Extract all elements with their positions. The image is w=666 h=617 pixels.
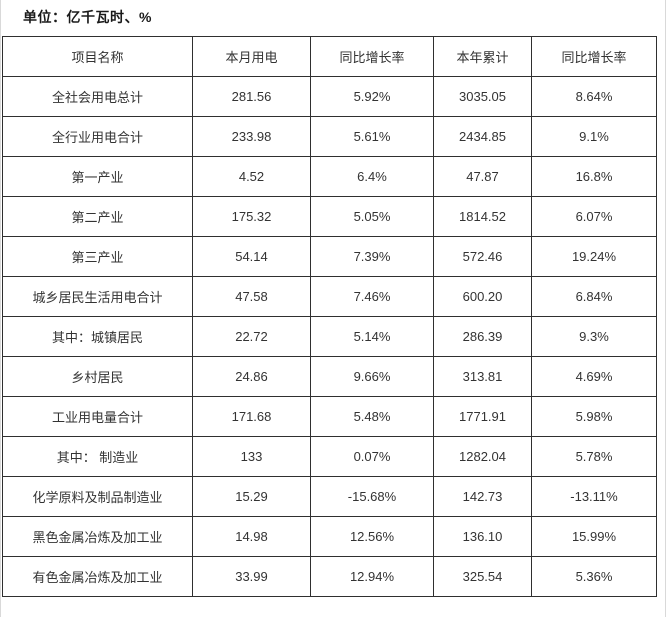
table-row: 其中： 制造业 133 0.07% 1282.04 5.78% <box>2 436 657 477</box>
cell-value: 3035.05 <box>433 76 532 117</box>
cell-value: 5.05% <box>310 196 434 237</box>
column-header: 本年累计 <box>433 36 532 77</box>
cell-value: 175.32 <box>192 196 311 237</box>
cell-value: 5.14% <box>310 316 434 357</box>
cell-value: 47.58 <box>192 276 311 317</box>
cell-value: 6.07% <box>531 196 657 237</box>
table-row: 第二产业 175.32 5.05% 1814.52 6.07% <box>2 196 657 237</box>
table-row: 第三产业 54.14 7.39% 572.46 19.24% <box>2 236 657 277</box>
row-label: 其中： 制造业 <box>2 436 193 477</box>
cell-value: 1282.04 <box>433 436 532 477</box>
cell-value: 133 <box>192 436 311 477</box>
cell-value: 1814.52 <box>433 196 532 237</box>
cell-value: -13.11% <box>531 476 657 517</box>
cell-value: 572.46 <box>433 236 532 277</box>
table-row: 工业用电量合计 171.68 5.48% 1771.91 5.98% <box>2 396 657 437</box>
row-label: 第二产业 <box>2 196 193 237</box>
cell-value: 5.48% <box>310 396 434 437</box>
table-body: 全社会用电总计 281.56 5.92% 3035.05 8.64% 全行业用电合计 233… <box>2 76 657 597</box>
row-label: 全行业用电合计 <box>2 116 193 157</box>
cell-value: 47.87 <box>433 156 532 197</box>
cell-value: 9.3% <box>531 316 657 357</box>
cell-value: 14.98 <box>192 516 311 557</box>
row-label: 黑色金属冶炼及加工业 <box>2 516 193 557</box>
cell-value: 15.99% <box>531 516 657 557</box>
row-label: 工业用电量合计 <box>2 396 193 437</box>
electricity-stats-table: 项目名称 本月用电 同比增长率 本年累计 同比增长率 全社会用电总计 281.56 5.92… <box>2 36 657 597</box>
cell-value: 5.98% <box>531 396 657 437</box>
table-row: 第一产业 4.52 6.4% 47.87 16.8% <box>2 156 657 197</box>
row-label: 乡村居民 <box>2 356 193 397</box>
cell-value: 325.54 <box>433 556 532 597</box>
cell-value: 22.72 <box>192 316 311 357</box>
cell-value: 5.61% <box>310 116 434 157</box>
row-label: 有色金属冶炼及加工业 <box>2 556 193 597</box>
row-label: 城乡居民生活用电合计 <box>2 276 193 317</box>
cell-value: 233.98 <box>192 116 311 157</box>
cell-value: 15.29 <box>192 476 311 517</box>
cell-value: 6.84% <box>531 276 657 317</box>
cell-value: 7.39% <box>310 236 434 277</box>
cell-value: 4.69% <box>531 356 657 397</box>
cell-value: 142.73 <box>433 476 532 517</box>
cell-value: 281.56 <box>192 76 311 117</box>
row-label: 化学原料及制品制造业 <box>2 476 193 517</box>
table-row: 黑色金属冶炼及加工业 14.98 12.56% 136.10 15.99% <box>2 516 657 557</box>
cell-value: 33.99 <box>192 556 311 597</box>
cell-value: 12.56% <box>310 516 434 557</box>
cell-value: 12.94% <box>310 556 434 597</box>
cell-value: 4.52 <box>192 156 311 197</box>
cell-value: 313.81 <box>433 356 532 397</box>
cell-value: 2434.85 <box>433 116 532 157</box>
table-row: 全行业用电合计 233.98 5.61% 2434.85 9.1% <box>2 116 657 157</box>
cell-value: 54.14 <box>192 236 311 277</box>
cell-value: 9.66% <box>310 356 434 397</box>
cell-value: 136.10 <box>433 516 532 557</box>
row-label: 全社会用电总计 <box>2 76 193 117</box>
column-header: 同比增长率 <box>310 36 434 77</box>
cell-value: 600.20 <box>433 276 532 317</box>
cell-value: 286.39 <box>433 316 532 357</box>
table-row: 化学原料及制品制造业 15.29 -15.68% 142.73 -13.11% <box>2 476 657 517</box>
cell-value: 8.64% <box>531 76 657 117</box>
column-header: 项目名称 <box>2 36 193 77</box>
row-label: 第一产业 <box>2 156 193 197</box>
row-label: 第三产业 <box>2 236 193 277</box>
cell-value: 5.36% <box>531 556 657 597</box>
cell-value: 1771.91 <box>433 396 532 437</box>
table-header-row: 项目名称 本月用电 同比增长率 本年累计 同比增长率 <box>2 36 657 77</box>
column-header: 同比增长率 <box>531 36 657 77</box>
cell-value: 6.4% <box>310 156 434 197</box>
column-header: 本月用电 <box>192 36 311 77</box>
cell-value: 19.24% <box>531 236 657 277</box>
cell-value: -15.68% <box>310 476 434 517</box>
cell-value: 7.46% <box>310 276 434 317</box>
cell-value: 24.86 <box>192 356 311 397</box>
table-row: 全社会用电总计 281.56 5.92% 3035.05 8.64% <box>2 76 657 117</box>
cell-value: 0.07% <box>310 436 434 477</box>
cell-value: 16.8% <box>531 156 657 197</box>
cell-value: 9.1% <box>531 116 657 157</box>
unit-label: 单位：亿千瓦时、% <box>23 9 152 25</box>
row-label: 其中：城镇居民 <box>2 316 193 357</box>
table-row: 城乡居民生活用电合计 47.58 7.46% 600.20 6.84% <box>2 276 657 317</box>
cell-value: 171.68 <box>192 396 311 437</box>
table-row: 有色金属冶炼及加工业 33.99 12.94% 325.54 5.36% <box>2 556 657 597</box>
table-row: 乡村居民 24.86 9.66% 313.81 4.69% <box>2 356 657 397</box>
cell-value: 5.78% <box>531 436 657 477</box>
cell-value: 5.92% <box>310 76 434 117</box>
table-row: 其中：城镇居民 22.72 5.14% 286.39 9.3% <box>2 316 657 357</box>
